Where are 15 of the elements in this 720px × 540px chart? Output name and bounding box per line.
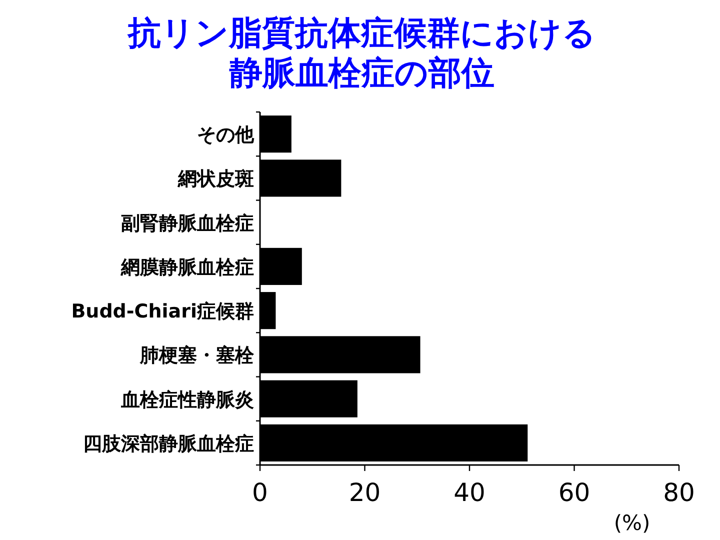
x-tick-label: 20 bbox=[348, 478, 381, 507]
x-tick-label: 80 bbox=[663, 478, 695, 507]
y-tick-label: 血栓症性静脈炎 bbox=[120, 388, 254, 411]
y-tick-label: その他 bbox=[197, 124, 255, 146]
x-axis-title: (%) bbox=[614, 511, 650, 535]
y-tick-label: 副腎静脈血栓症 bbox=[121, 212, 254, 234]
y-tick-label: 網膜静脈血栓症 bbox=[120, 256, 254, 278]
y-tick-label: Budd-Chiari症候群 bbox=[71, 300, 254, 323]
y-tick-label: 網状皮斑 bbox=[177, 168, 254, 190]
x-tick-label: 0 bbox=[252, 478, 268, 507]
y-tick-label: 四肢深部静脈血栓症 bbox=[83, 432, 254, 455]
x-tick-label: 60 bbox=[558, 478, 590, 507]
x-tick-label: 40 bbox=[454, 478, 486, 507]
y-tick-label: 肺梗塞・塞栓 bbox=[139, 344, 255, 367]
chart-title: 抗リン脂質抗体症候群における静脈血栓症の部位 bbox=[127, 13, 596, 92]
